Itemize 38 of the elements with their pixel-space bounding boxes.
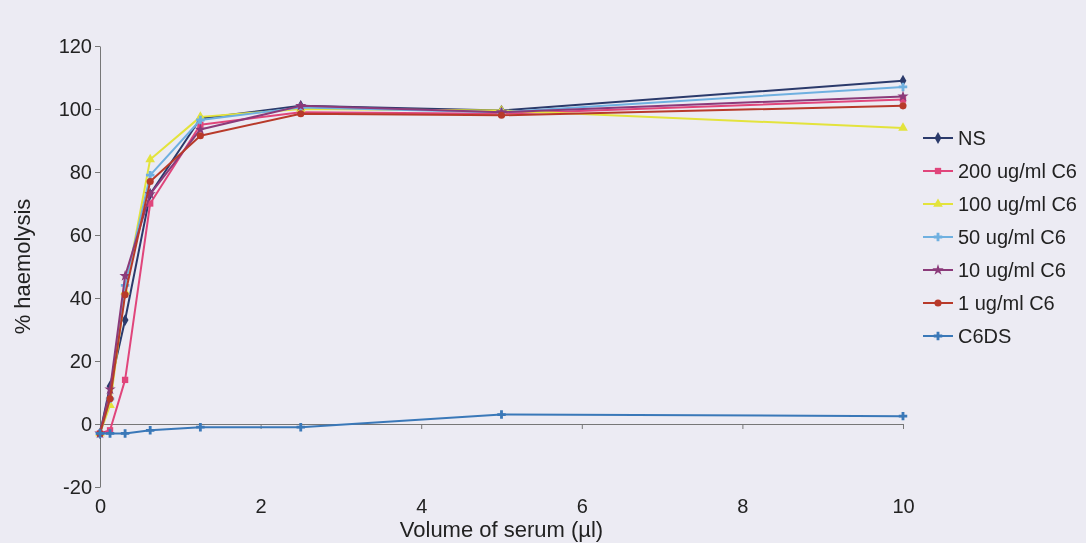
y-tick-label: 40	[69, 286, 92, 309]
point	[145, 153, 155, 163]
point	[105, 429, 115, 438]
legend-label: 100 ug/ml C6	[958, 193, 1077, 215]
y-tick-label: -20	[63, 475, 92, 498]
point	[121, 376, 129, 384]
point	[121, 291, 129, 299]
y-axis-title: % haemolysis	[10, 198, 35, 335]
y-tick-label: 60	[69, 223, 92, 246]
y-tick-label: 80	[69, 160, 92, 183]
point	[145, 426, 155, 435]
y-tick-label: 20	[69, 349, 92, 372]
x-axis-title: Volume of serum (µl)	[399, 517, 604, 542]
legend-label: 1 ug/ml C6	[958, 292, 1055, 314]
point	[194, 123, 207, 135]
x-tick-label: 0	[94, 495, 107, 518]
point	[898, 122, 908, 131]
point	[146, 177, 154, 186]
x-tick-label: 4	[416, 495, 428, 518]
legend-label: C6DS	[958, 325, 1012, 347]
point	[196, 132, 204, 140]
x-tick-label: 8	[737, 495, 749, 518]
legend-label: 50 ug/ml C6	[958, 226, 1066, 248]
point	[196, 422, 205, 432]
legend-label: NS	[958, 127, 986, 149]
x-tick-label: 6	[576, 495, 588, 518]
point	[120, 429, 130, 438]
point	[296, 422, 305, 432]
y-tick-label: 100	[58, 97, 92, 120]
legend-label: 200 ug/ml C6	[958, 160, 1077, 182]
y-tick-label: 120	[58, 34, 92, 57]
point	[145, 170, 155, 180]
legend-label: 10 ug/ml C6	[958, 259, 1066, 281]
x-tick-label: 2	[255, 495, 267, 518]
point	[497, 410, 506, 419]
point	[899, 102, 907, 110]
x-tick-label: 10	[892, 495, 915, 518]
y-tick-label: 0	[80, 412, 92, 435]
